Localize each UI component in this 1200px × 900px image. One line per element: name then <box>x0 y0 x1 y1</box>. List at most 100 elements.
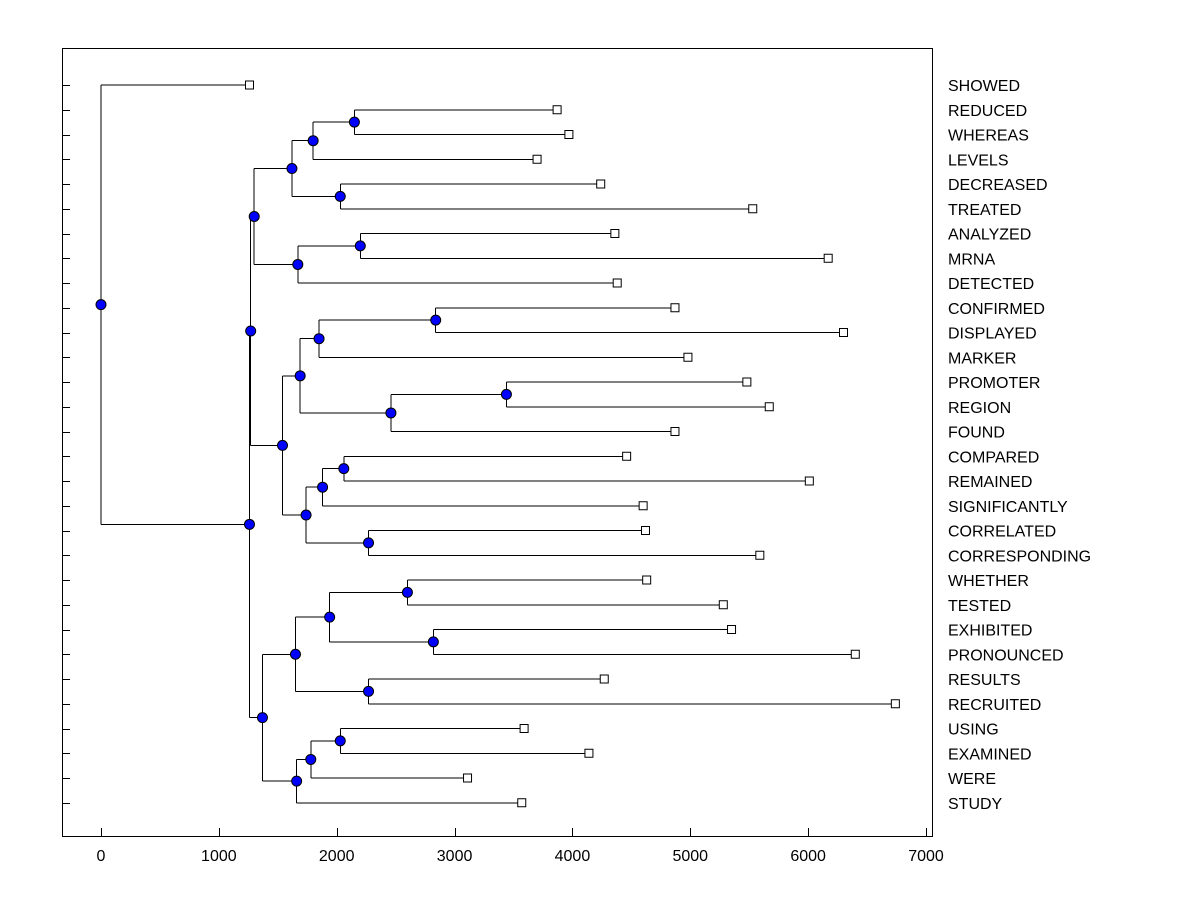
leaf-marker <box>612 278 622 288</box>
merge-node <box>292 258 304 270</box>
merge-node <box>286 163 298 175</box>
merge-node <box>300 509 312 521</box>
leaf-marker <box>463 773 473 783</box>
merge-node-markers <box>95 116 512 787</box>
leaf-marker <box>596 179 606 189</box>
merge-node <box>256 712 268 724</box>
leaf-label: WHEREAS <box>948 128 1029 145</box>
leaf-label: REGION <box>948 400 1011 417</box>
leaf-label: RECRUITED <box>948 697 1041 714</box>
merge-node <box>291 775 303 787</box>
leaf-marker <box>742 377 752 387</box>
x-tick-label: 3000 <box>437 848 473 865</box>
merge-node <box>324 611 336 623</box>
merge-node <box>245 325 257 337</box>
leaf-label: REMAINED <box>948 474 1032 491</box>
leaf-marker <box>890 699 900 709</box>
leaf-marker <box>804 476 814 486</box>
leaf-marker <box>839 328 848 337</box>
leaf-label: RESULTS <box>948 672 1021 689</box>
leaf-label: MRNA <box>948 251 995 268</box>
merge-node <box>385 407 397 419</box>
leaf-marker <box>670 427 680 436</box>
leaf-marker <box>532 154 542 164</box>
leaf-label: DISPLAYED <box>948 326 1037 343</box>
merge-node <box>294 370 306 382</box>
leaf-label: ANALYZED <box>948 227 1031 244</box>
merge-node <box>289 648 301 660</box>
leaf-label: LEVELS <box>948 152 1008 169</box>
merge-node <box>334 190 346 202</box>
x-tick-label: 0 <box>97 848 106 865</box>
leaf-label: PRONOUNCED <box>948 647 1064 664</box>
leaf-labels: SHOWED REDUCED WHEREAS LEVELS DECREASED TREAT… <box>948 78 1091 813</box>
merge-node <box>277 439 288 451</box>
leaf-marker <box>552 105 562 115</box>
x-tick-label: 4000 <box>555 848 591 865</box>
x-tick-label: 2000 <box>319 848 355 865</box>
merge-node <box>338 463 350 475</box>
leaf-label: REDUCED <box>948 103 1027 120</box>
merge-node <box>313 333 325 345</box>
leaf-marker <box>718 600 728 610</box>
leaf-label: TREATED <box>948 202 1021 219</box>
leaf-marker <box>584 748 594 758</box>
leaf-label: TESTED <box>948 598 1011 615</box>
leaf-label: FOUND <box>948 425 1005 442</box>
leaf-marker <box>642 575 652 585</box>
leaf-label: CORRESPONDING <box>948 548 1091 565</box>
leaf-label: WHETHER <box>948 573 1029 590</box>
leaf-marker <box>683 352 693 362</box>
leaf-marker <box>638 501 648 511</box>
leaf-label: COMPARED <box>948 449 1039 466</box>
x-tick-label: 5000 <box>672 848 708 865</box>
merge-node <box>500 388 512 400</box>
leaf-marker <box>670 303 680 313</box>
row-ticks <box>63 85 70 804</box>
leaf-label: MARKER <box>948 350 1016 367</box>
leaf-label: SIGNIFICANTLY <box>948 499 1068 516</box>
leaf-label: EXAMINED <box>948 746 1032 763</box>
merge-node <box>363 537 375 549</box>
leaf-marker <box>727 625 737 634</box>
merge-node <box>248 210 260 222</box>
leaf-marker <box>610 229 620 238</box>
merge-node <box>305 753 317 765</box>
x-axis: 0 1000 2000 3000 4000 5000 6000 7000 <box>97 828 944 865</box>
merge-node <box>401 586 413 598</box>
merge-node <box>307 135 319 147</box>
leaf-marker <box>599 674 609 684</box>
merge-node <box>363 685 375 697</box>
leaf-label: EXHIBITED <box>948 623 1032 640</box>
merge-node <box>354 240 366 252</box>
leaf-label: DECREASED <box>948 177 1048 194</box>
leaf-marker <box>622 451 632 461</box>
leaf-marker <box>764 402 774 412</box>
leaf-label: CONFIRMED <box>948 301 1045 318</box>
merge-node <box>430 314 442 326</box>
leaf-label: SHOWED <box>948 78 1020 95</box>
leaf-label: WERE <box>948 771 996 788</box>
leaf-marker <box>564 130 574 139</box>
merge-node <box>334 735 346 747</box>
leaf-marker <box>641 526 650 535</box>
merge-node <box>244 518 255 530</box>
x-tick-label: 1000 <box>201 848 237 865</box>
leaf-marker <box>823 253 833 263</box>
leaf-marker <box>519 724 529 733</box>
leaf-label: DETECTED <box>948 276 1034 293</box>
x-tick-label: 6000 <box>790 848 826 865</box>
leaf-marker <box>517 798 527 808</box>
leaf-marker <box>245 80 254 90</box>
leaf-label: STUDY <box>948 796 1003 813</box>
leaf-label: USING <box>948 722 999 739</box>
merge-node <box>348 116 360 128</box>
x-tick-label: 7000 <box>908 848 944 865</box>
dendrogram-links <box>100 84 896 804</box>
merge-node <box>95 299 107 311</box>
merge-node <box>317 481 329 493</box>
leaf-marker <box>748 204 758 214</box>
leaf-label: CORRELATED <box>948 524 1056 541</box>
merge-node <box>427 636 439 648</box>
